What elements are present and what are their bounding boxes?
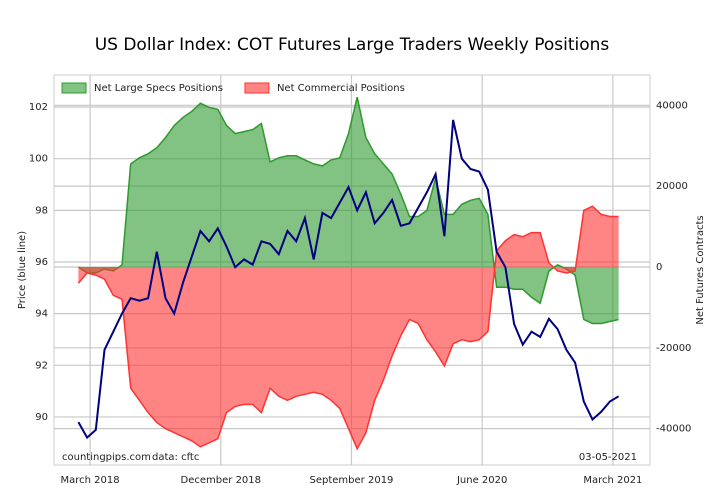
area-edge xyxy=(77,205,619,451)
y2-tick-label: -20000 xyxy=(656,343,691,354)
annotation: 03-05-2021 xyxy=(579,452,637,463)
legend-swatch xyxy=(61,82,87,94)
x-tick-label: June 2020 xyxy=(456,475,507,486)
y2-tick-label: 0 xyxy=(656,262,662,273)
legend-label: Net Large Specs Positions xyxy=(94,83,223,94)
y-tick-label: 90 xyxy=(35,412,48,423)
y-tick-label: 96 xyxy=(35,257,48,268)
x-tick-label: March 2018 xyxy=(61,475,120,486)
area xyxy=(78,206,619,449)
y-tick-label: 98 xyxy=(35,205,48,216)
area xyxy=(78,97,619,324)
y-axis-label: Price (blue line) xyxy=(17,231,28,309)
chart-title: US Dollar Index: COT Futures Large Trade… xyxy=(95,35,610,55)
x-tick-label: March 2021 xyxy=(583,475,642,486)
x-tick-label: September 2019 xyxy=(310,475,394,486)
price-line xyxy=(77,119,620,440)
x-tick-label: December 2018 xyxy=(181,475,261,486)
y2-axis-label: Net Futures Contracts xyxy=(695,215,706,324)
legend-swatch xyxy=(244,82,270,94)
legend-label: Net Commercial Positions xyxy=(277,83,405,94)
y-tick-label: 102 xyxy=(29,102,48,113)
y2-tick-label: 20000 xyxy=(656,181,688,192)
y-tick-label: 92 xyxy=(35,360,48,371)
area-edge xyxy=(77,97,619,325)
annotation: data: cftc xyxy=(152,452,199,463)
y-tick-label: 100 xyxy=(29,154,48,165)
y2-tick-label: 40000 xyxy=(656,100,688,111)
y-tick-label: 94 xyxy=(35,309,48,320)
y2-tick-label: -40000 xyxy=(656,424,691,435)
annotation: countingpips.com xyxy=(62,452,151,463)
